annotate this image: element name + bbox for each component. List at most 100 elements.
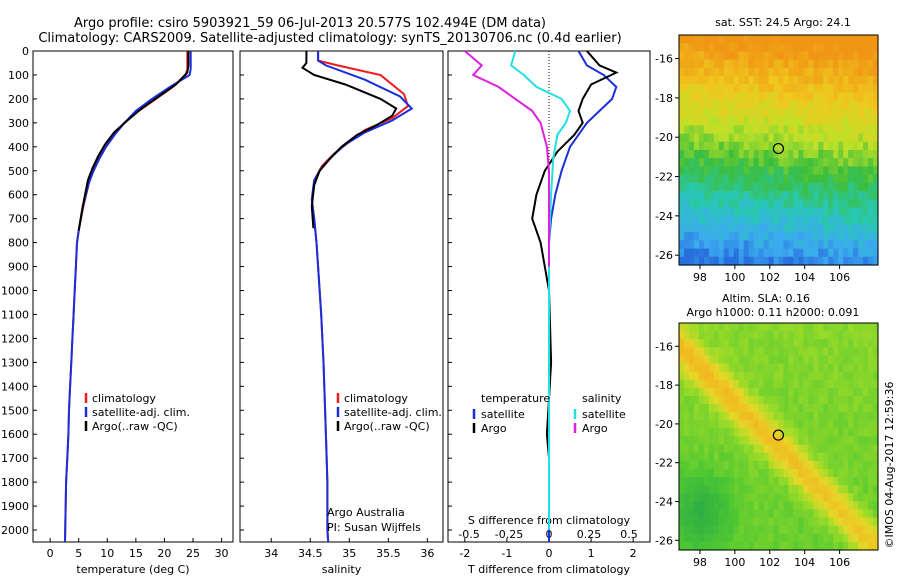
map-cell xyxy=(723,347,730,357)
map-cell xyxy=(828,59,834,69)
map-cell xyxy=(718,150,725,159)
map-cell xyxy=(863,347,869,357)
s-tick-label: 0.5 xyxy=(620,528,638,541)
map-cell xyxy=(748,223,755,233)
map-cell xyxy=(773,460,780,470)
map-cell xyxy=(703,150,710,159)
map-cell xyxy=(773,84,780,94)
map-cell xyxy=(683,207,690,217)
map-cell xyxy=(828,339,834,348)
map-cell xyxy=(773,379,780,389)
map-cell xyxy=(808,525,814,535)
map-cell xyxy=(683,460,690,470)
map-cell xyxy=(793,35,799,44)
map-cell xyxy=(808,339,814,348)
map-cell xyxy=(708,232,715,241)
map-cell xyxy=(808,67,814,77)
map-cell xyxy=(708,444,715,454)
map-cell xyxy=(683,541,690,551)
map-cell xyxy=(703,207,710,217)
map-cell xyxy=(683,223,690,233)
map-cell xyxy=(873,35,879,44)
map-cell xyxy=(798,67,804,77)
map-cell xyxy=(853,248,859,258)
map-cell xyxy=(713,232,720,241)
map-cell xyxy=(868,215,874,225)
map-cell xyxy=(683,525,690,535)
map-cell xyxy=(843,444,849,454)
map-cell xyxy=(873,100,879,110)
map-cell xyxy=(828,379,834,389)
map-cell xyxy=(873,339,879,348)
map-cell xyxy=(843,501,849,511)
map-cell xyxy=(863,35,869,44)
map-cell xyxy=(733,509,740,519)
map-cell xyxy=(848,395,854,405)
map-cell xyxy=(718,395,725,405)
map-cell xyxy=(693,404,700,413)
map-cell xyxy=(753,517,760,527)
map-cell xyxy=(793,428,799,438)
map-cell xyxy=(773,355,780,365)
map-cell xyxy=(758,133,765,143)
map-cell xyxy=(873,199,879,209)
map-cell xyxy=(683,379,690,389)
map-cell xyxy=(778,125,785,135)
map-cell xyxy=(763,501,770,511)
map-cell xyxy=(763,541,770,551)
map-cell xyxy=(743,395,750,405)
map-cell xyxy=(778,509,785,519)
map-cell xyxy=(833,428,839,438)
map-cell xyxy=(838,166,844,176)
map-cell xyxy=(868,460,874,470)
credit-note: Argo Australia xyxy=(327,506,405,519)
map-cell xyxy=(728,517,735,527)
map-cell xyxy=(853,92,859,102)
map-cell xyxy=(828,174,834,184)
map-cell xyxy=(828,240,834,250)
map-cell xyxy=(843,166,849,176)
map-cell xyxy=(768,371,775,381)
map-cell xyxy=(798,525,804,535)
y-tick-label: 0 xyxy=(22,45,29,58)
map-x-tick-label: 104 xyxy=(794,556,815,569)
map-cell xyxy=(723,468,730,478)
map-cell xyxy=(813,509,819,519)
map-cell xyxy=(793,436,799,446)
map-cell xyxy=(788,436,795,446)
map-cell xyxy=(758,108,765,118)
map-cell xyxy=(833,477,839,486)
map-cell xyxy=(713,339,720,348)
map-cell xyxy=(743,428,750,438)
map-cell xyxy=(768,117,775,126)
map-cell xyxy=(783,117,790,126)
map-cell xyxy=(708,525,715,535)
map-cell xyxy=(853,35,859,44)
map-cell xyxy=(798,420,804,429)
map-cell xyxy=(863,223,869,233)
map-cell xyxy=(718,141,725,151)
map-cell xyxy=(753,331,760,340)
map-cell xyxy=(818,468,824,478)
map-cell xyxy=(858,51,864,61)
map-cell xyxy=(738,248,745,258)
map-cell xyxy=(848,125,854,135)
x-tick-label: 5 xyxy=(75,547,82,560)
map-cell xyxy=(768,215,775,225)
map-cell xyxy=(773,166,780,176)
map-cell xyxy=(763,174,770,184)
map-x-tick-label: 100 xyxy=(724,556,745,569)
map-cell xyxy=(808,166,814,176)
map-cell xyxy=(733,525,740,535)
map-cell xyxy=(778,174,785,184)
map-cell xyxy=(683,232,690,241)
map-cell xyxy=(863,117,869,126)
map-cell xyxy=(708,468,715,478)
legend-label: climatology xyxy=(92,392,156,405)
map-cell xyxy=(858,182,864,192)
map-cell xyxy=(798,355,804,365)
map-cell xyxy=(743,509,750,519)
map-cell xyxy=(758,117,765,126)
map-cell xyxy=(833,493,839,502)
map-x-tick-label: 100 xyxy=(724,271,745,284)
